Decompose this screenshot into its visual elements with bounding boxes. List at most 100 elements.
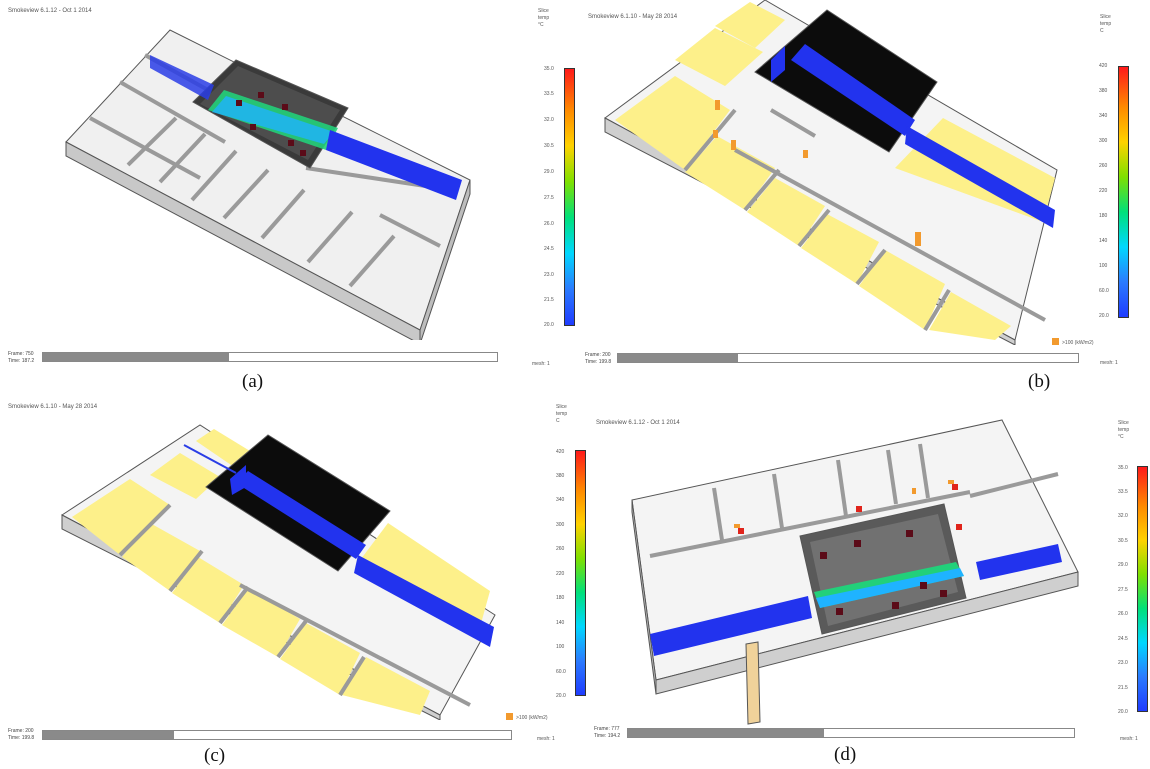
tick: 26.0 <box>1118 611 1128 617</box>
colorbar-label-c-1: Slice <box>556 404 567 410</box>
particle-legend-label: >100 (kW/m2) <box>516 715 548 721</box>
tick: 32.0 <box>544 117 554 123</box>
tick: 220 <box>1099 188 1108 194</box>
tick: 380 <box>1099 88 1108 94</box>
tick: 23.0 <box>1118 660 1128 666</box>
frame-label: Frame: 750 <box>8 351 34 357</box>
mesh-label-d: mesh: 1 <box>1120 736 1138 742</box>
time-slider-d[interactable] <box>627 728 1075 738</box>
blue-slice-right <box>326 130 462 200</box>
particle-legend-icon <box>506 713 513 720</box>
caption-d: (d) <box>834 744 857 765</box>
tick: 23.0 <box>544 272 554 278</box>
tick: 20.0 <box>556 693 566 699</box>
tick: 220 <box>556 571 565 577</box>
caption-a: (a) <box>242 371 264 392</box>
time-slider-fill <box>43 731 175 739</box>
blue-slice <box>791 44 915 136</box>
tick: 20.0 <box>1099 313 1109 319</box>
colorbar-b <box>1118 66 1129 318</box>
tick: 300 <box>556 522 565 528</box>
tick: 32.0 <box>1118 513 1128 519</box>
mesh-label-a: mesh: 1 <box>532 361 550 367</box>
tick: 35.0 <box>1118 465 1128 471</box>
tick: 300 <box>1099 138 1108 144</box>
frame-label: Frame: 777 <box>594 726 620 732</box>
tick: 29.0 <box>544 169 554 175</box>
frame-time-a: Frame: 750 Time: 187.2 <box>8 351 34 365</box>
colorbar-a <box>564 68 575 326</box>
colorbar-label-d-1: Slice <box>1118 420 1129 426</box>
colorbar-label-d: Slice temp °C <box>1118 420 1129 441</box>
tick: 420 <box>1099 63 1108 69</box>
mesh-label-c: mesh: 1 <box>537 736 555 742</box>
tick: 260 <box>1099 163 1108 169</box>
frame-time-d: Frame: 777 Time: 194.2 <box>594 726 620 740</box>
time-label: Time: 194.2 <box>594 733 621 739</box>
colorbar-label-d-2: temp <box>1118 427 1130 433</box>
tick: 140 <box>1099 238 1108 244</box>
tick: 180 <box>556 595 565 601</box>
colorbar-label-b-3: C <box>1100 28 1104 34</box>
time-slider-b[interactable] <box>617 353 1079 363</box>
viewer-title: Smokeview 6.1.12 - Oct 1 2014 <box>8 8 92 14</box>
particle-legend-label: >100 (kW/m2) <box>1062 340 1094 346</box>
building-view-d[interactable] <box>630 412 1090 727</box>
tick: 24.5 <box>544 246 554 252</box>
colorbar-label-b: Slice temp C <box>1100 14 1111 35</box>
panel-a: Smokeview 6.1.12 - Oct 1 2014 <box>0 0 540 372</box>
blue-slice-left <box>650 596 812 656</box>
caption-c: (c) <box>204 745 226 766</box>
tick: 29.0 <box>1118 562 1128 568</box>
frame-time-c: Frame: 200 Time: 199.8 <box>8 728 34 742</box>
frame-time-b: Frame: 200 Time: 199.8 <box>585 352 611 366</box>
blue-slice-right <box>905 126 1055 228</box>
time-label: Time: 199.8 <box>585 359 612 365</box>
time-slider-fill <box>43 353 230 361</box>
tick: 140 <box>556 620 565 626</box>
building-view-a[interactable] <box>0 0 520 340</box>
tick: 180 <box>1099 213 1108 219</box>
colorbar-label-b-1: Slice <box>1100 14 1111 20</box>
tick: 380 <box>556 473 565 479</box>
colorbar-label-a-3: °C <box>538 22 544 28</box>
time-slider-fill <box>618 354 738 362</box>
time-label: Time: 199.8 <box>8 735 35 741</box>
frame-label: Frame: 200 <box>8 728 34 734</box>
support-column <box>745 641 761 725</box>
time-label: Time: 187.2 <box>8 358 35 364</box>
tick: 100 <box>556 644 565 650</box>
viewer-title-b: Smokeview 6.1.10 - May 28 2014 <box>588 14 678 20</box>
time-slider-c[interactable] <box>42 730 512 740</box>
tick: 33.5 <box>544 91 554 97</box>
building-view-c[interactable] <box>0 395 530 720</box>
mesh-label-b: mesh: 1 <box>1100 360 1118 366</box>
colorbar-label-c-2: temp <box>556 411 568 417</box>
tick: 26.0 <box>544 221 554 227</box>
tick: 24.5 <box>1118 636 1128 642</box>
tick: 260 <box>556 546 565 552</box>
tick: 21.5 <box>544 297 554 303</box>
time-slider-a[interactable] <box>42 352 498 362</box>
colorbar-d <box>1137 466 1148 712</box>
frame-label: Frame: 200 <box>585 352 611 358</box>
colorbar-label-c: Slice temp C <box>556 404 567 425</box>
viewer-title-d: Smokeview 6.1.12 - Oct 1 2014 <box>596 420 680 426</box>
tick: 20.0 <box>1118 709 1128 715</box>
tick: 21.5 <box>1118 685 1128 691</box>
tick: 33.5 <box>1118 489 1128 495</box>
tick: 60.0 <box>1099 288 1109 294</box>
tick: 340 <box>556 497 565 503</box>
blue-slice-left <box>150 55 214 100</box>
tick: 30.5 <box>544 143 554 149</box>
colorbar-label-d-3: °C <box>1118 434 1124 440</box>
blue-slice-right <box>354 555 494 647</box>
building-view-b[interactable] <box>575 0 1090 345</box>
tick: 20.0 <box>544 322 554 328</box>
colorbar-c <box>575 450 586 696</box>
blue-slice <box>236 471 366 559</box>
colorbar-label-a: Slice temp °C <box>538 8 549 29</box>
colorbar-label-a-1: Slice <box>538 8 549 14</box>
tick: 35.0 <box>544 66 554 72</box>
blue-slice-right <box>976 544 1062 580</box>
